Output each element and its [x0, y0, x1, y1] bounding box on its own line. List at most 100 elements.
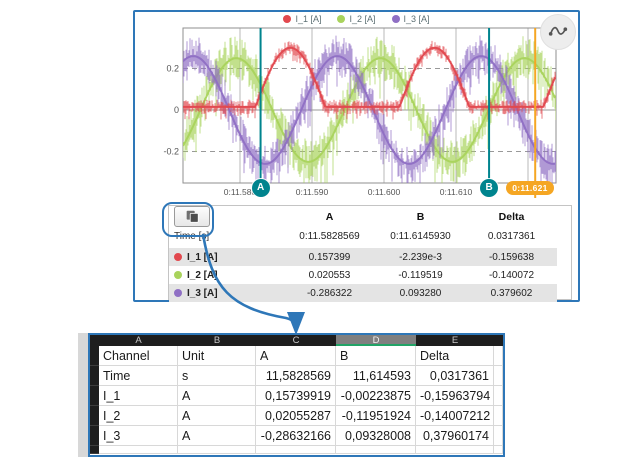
- sheet-cell[interactable]: I_1: [99, 386, 178, 406]
- channel-row: I_1 [A] 0.157399 -2.239e-3 -0.159638: [169, 248, 557, 266]
- sheet-cell[interactable]: [494, 426, 503, 446]
- channel-color-dot: [174, 253, 182, 261]
- sheet-cell[interactable]: Time: [99, 366, 178, 386]
- channel-value: -2.239e-3: [399, 251, 442, 263]
- sheet-cell[interactable]: [256, 446, 336, 454]
- x-tick-label: 0:11.580: [224, 187, 257, 197]
- sheet-row: Channel Unit A B Delta: [90, 346, 503, 366]
- sheet-row-header[interactable]: [90, 386, 99, 406]
- sheet-row: I_1 A 0,15739919 -0,00223875 -0,15963794: [90, 386, 503, 406]
- legend-dot: [391, 15, 400, 23]
- cursor-column-header: Delta: [498, 210, 525, 223]
- sheet-column-header-C[interactable]: C: [292, 335, 300, 346]
- channel-label: I_1 [A]: [169, 252, 284, 263]
- sheet-cell[interactable]: 11,5828569: [256, 366, 336, 386]
- channel-value: 0.157399: [308, 251, 351, 263]
- sheet-row-header[interactable]: [90, 446, 99, 454]
- sheet-row-header[interactable]: [90, 366, 99, 386]
- copy-button[interactable]: [174, 206, 210, 227]
- waveform-plot[interactable]: 0.2 0 -0.2 0:11.580 0:11.590 0:11.600 0:11.610: [135, 12, 578, 207]
- sheet-row-header[interactable]: [90, 406, 99, 426]
- sheet-cell[interactable]: -0,14007212: [416, 406, 494, 426]
- y-tick-label: 0: [174, 105, 179, 115]
- copy-icon: [186, 210, 199, 223]
- sheet-cell[interactable]: Channel: [99, 346, 178, 366]
- x-tick-label: 0:11.590: [296, 187, 329, 197]
- cursor-column-header: A: [325, 210, 334, 223]
- sheet-cell[interactable]: 0,37960174: [416, 426, 494, 446]
- time-value: 0:11.6145930: [390, 230, 451, 242]
- sheet-cell[interactable]: [494, 446, 503, 454]
- sheet-column-header-extra[interactable]: [494, 335, 503, 346]
- sheet-cell[interactable]: 0,02055287: [256, 406, 336, 426]
- trend-button[interactable]: [540, 14, 576, 50]
- sheet-cell[interactable]: -0,15963794: [416, 386, 494, 406]
- channel-label: I_2 [A]: [169, 270, 284, 281]
- time-value: 0:11.5828569: [299, 230, 360, 242]
- sheet-cell[interactable]: [494, 386, 503, 406]
- legend-item[interactable]: I_2 [A]: [337, 14, 376, 24]
- sheet-cell[interactable]: Delta: [416, 346, 494, 366]
- sheet-empty-row: [90, 446, 503, 454]
- time-row: Time [s] 0:11.5828569 0:11.6145930 0.031736…: [169, 227, 557, 245]
- sheet-row: I_3 A -0,28632166 0,09328008 0,37960174: [90, 426, 503, 446]
- sheet-column-header-D[interactable]: D: [336, 335, 416, 346]
- sheet-cell[interactable]: Unit: [178, 346, 256, 366]
- sheet-cell[interactable]: 0,09328008: [336, 426, 416, 446]
- x-tick-label: 0:11.610: [440, 187, 473, 197]
- legend-item[interactable]: I_3 [A]: [391, 14, 430, 24]
- cursor-table-header-row: A B Delta: [169, 206, 557, 227]
- channel-label: I_3 [A]: [169, 288, 284, 299]
- sheet-row-header[interactable]: [90, 426, 99, 446]
- sheet-cell[interactable]: A: [178, 386, 256, 406]
- channel-value: 0.379602: [490, 287, 533, 299]
- channel-value: -0.286322: [306, 287, 353, 299]
- sheet-cell[interactable]: A: [178, 426, 256, 446]
- sheet-cell[interactable]: I_3: [99, 426, 178, 446]
- sheet-cell[interactable]: A: [256, 346, 336, 366]
- sheet-cell[interactable]: [336, 446, 416, 454]
- sheet-cell[interactable]: 0,0317361: [416, 366, 494, 386]
- cursor-a-badge[interactable]: A: [251, 179, 270, 197]
- channel-value: 0.093280: [399, 287, 442, 299]
- legend-dot: [283, 15, 292, 23]
- sheet-cell[interactable]: B: [336, 346, 416, 366]
- channel-color-dot: [174, 289, 182, 297]
- sheet-cell[interactable]: 11,614593: [336, 366, 416, 386]
- sheet-cell[interactable]: [416, 446, 494, 454]
- copy-cell: [169, 206, 284, 227]
- sheet-cell[interactable]: [494, 366, 503, 386]
- spreadsheet-panel: A B C D E Channel Unit A B Delta Time s 11,5828569 11…: [88, 333, 505, 457]
- sheet-cell[interactable]: [99, 446, 178, 454]
- sheet-cell[interactable]: [494, 346, 503, 366]
- time-marker-badge[interactable]: 0:11.621: [506, 181, 554, 195]
- sheet-cell[interactable]: A: [178, 406, 256, 426]
- sheet-cell[interactable]: -0,28632166: [256, 426, 336, 446]
- sheet-row: I_2 A 0,02055287 -0,11951924 -0,14007212: [90, 406, 503, 426]
- spreadsheet: A B C D E Channel Unit A B Delta Time s 11,5828569 11…: [90, 335, 503, 455]
- legend-label: I_1 [A]: [295, 14, 322, 24]
- sheet-cell[interactable]: [178, 446, 256, 454]
- sheet-cell[interactable]: 0,15739919: [256, 386, 336, 406]
- sheet-column-header-B[interactable]: B: [213, 335, 221, 346]
- cursor-readout-table: A B Delta Time [s] 0:11.5828569 0:11.6145930 0…: [168, 205, 572, 302]
- sheet-row: Time s 11,5828569 11,614593 0,0317361: [90, 366, 503, 386]
- channel-value: -0.119519: [398, 269, 443, 281]
- sheet-row-header[interactable]: [90, 346, 99, 366]
- sheet-corner[interactable]: [90, 335, 99, 346]
- sheet-cell[interactable]: [494, 406, 503, 426]
- cursor-b-badge[interactable]: B: [480, 179, 499, 197]
- sheet-column-header-E[interactable]: E: [451, 335, 459, 346]
- sheet-column-header-A[interactable]: A: [135, 335, 142, 346]
- y-tick-label: 0.2: [166, 64, 179, 74]
- x-tick-label: 0:11.600: [368, 187, 401, 197]
- channel-color-dot: [174, 271, 182, 279]
- sheet-cell[interactable]: -0,00223875: [336, 386, 416, 406]
- sheet-column-headers: A B C D E: [90, 335, 503, 346]
- y-tick-label: -0.2: [163, 147, 179, 157]
- channel-value: 0.020553: [308, 269, 351, 281]
- sheet-cell[interactable]: s: [178, 366, 256, 386]
- legend-item[interactable]: I_1 [A]: [283, 14, 321, 24]
- sheet-cell[interactable]: I_2: [99, 406, 178, 426]
- sheet-cell[interactable]: -0,11951924: [336, 406, 416, 426]
